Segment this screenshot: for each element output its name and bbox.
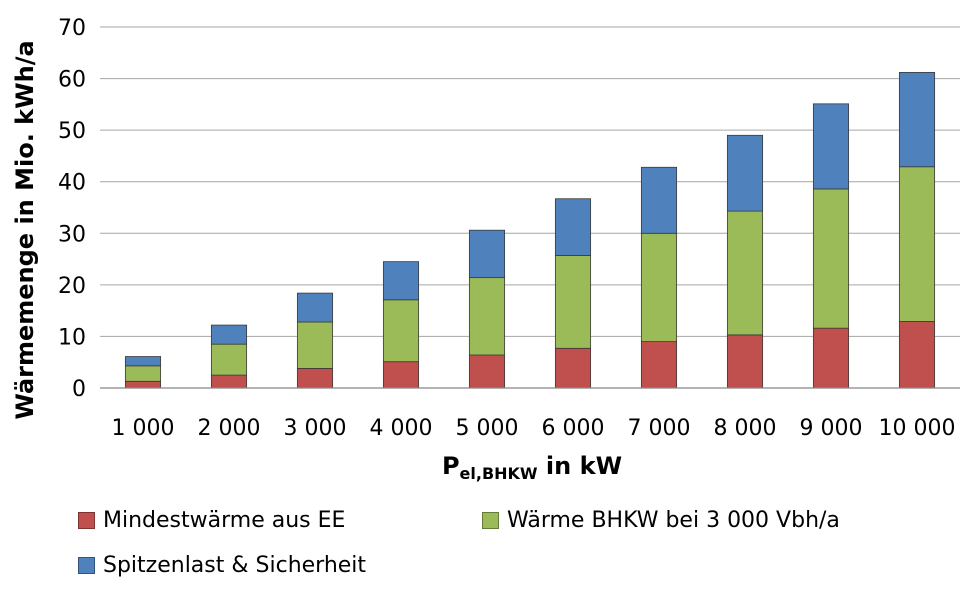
bar-segment-spitzenlast: [296, 292, 334, 323]
legend-swatch-red: [78, 512, 95, 529]
x-tick-label: 9 000: [800, 416, 863, 441]
bar-segment-spitzenlast: [382, 261, 420, 301]
x-axis-label: Pel,BHKW in kW: [442, 452, 622, 483]
bar-segment-spitzenlast: [554, 198, 592, 256]
bar-segment-waerme-bhkw: [898, 166, 936, 322]
bar-segment-waerme-bhkw: [812, 188, 850, 329]
x-tick-label: 2 000: [198, 416, 261, 441]
bar-segment-mindestwaerme: [468, 354, 506, 389]
legend-item-waerme-bhkw: Wärme BHKW bei 3 000 Vbh/a: [482, 508, 840, 533]
legend-label: Spitzenlast & Sicherheit: [103, 553, 367, 578]
y-tick-label: 0: [72, 377, 86, 402]
legend-swatch-green: [482, 512, 499, 529]
stacked-bar-chart: 0 10 20 30 40 50 60 70 1 000 2 000 3 000 4 000 5 00…: [11, 16, 960, 483]
y-axis-label: Wärmemenge in Mio. kWh/a: [11, 40, 39, 419]
legend-label: Mindestwärme aus EE: [103, 508, 346, 533]
bar-segment-mindestwaerme: [812, 327, 850, 389]
y-tick-label: 40: [58, 171, 86, 196]
bar-segment-mindestwaerme: [554, 347, 592, 389]
bar-segment-mindestwaerme: [124, 380, 162, 389]
x-tick-label: 3 000: [284, 416, 347, 441]
bars: [124, 71, 936, 389]
x-tick-label: 4 000: [370, 416, 433, 441]
y-tick-label: 60: [58, 68, 86, 93]
x-axis-label-main: P: [442, 452, 460, 480]
bar-segment-spitzenlast: [468, 229, 506, 279]
x-tick-label: 6 000: [542, 416, 605, 441]
bar-segment-spitzenlast: [640, 166, 678, 234]
x-axis-label-subscript: el,BHKW: [460, 464, 538, 483]
bar-segment-mindestwaerme: [382, 361, 420, 389]
bar-segment-spitzenlast: [898, 71, 936, 168]
bar-segment-spitzenlast: [210, 324, 248, 345]
bar-segment-mindestwaerme: [726, 334, 764, 389]
bar-segment-waerme-bhkw: [382, 299, 420, 363]
y-tick-label: 50: [58, 119, 86, 144]
x-tick-label: 10 000: [879, 416, 956, 441]
bar-segment-mindestwaerme: [210, 374, 248, 389]
y-tick-label: 70: [58, 16, 86, 41]
bar-segment-waerme-bhkw: [554, 255, 592, 349]
bar-segment-mindestwaerme: [898, 321, 936, 389]
y-tick-label: 10: [58, 325, 86, 350]
bar-segment-waerme-bhkw: [726, 210, 764, 336]
legend-item-spitzenlast: Spitzenlast & Sicherheit: [78, 553, 366, 578]
x-tick-label: 7 000: [628, 416, 691, 441]
x-tick-label: 8 000: [714, 416, 777, 441]
bar-segment-spitzenlast: [726, 134, 764, 212]
bar-segment-waerme-bhkw: [640, 232, 678, 342]
bar-segment-waerme-bhkw: [124, 365, 162, 382]
bar-segment-mindestwaerme: [296, 368, 334, 389]
gridlines: [100, 26, 960, 337]
bar-segment-waerme-bhkw: [210, 343, 248, 376]
x-axis-label-suffix: in kW: [538, 452, 622, 480]
x-tick-label: 1 000: [112, 416, 175, 441]
x-tick-label: 5 000: [456, 416, 519, 441]
legend-label: Wärme BHKW bei 3 000 Vbh/a: [507, 508, 840, 533]
bar-segment-waerme-bhkw: [468, 277, 506, 356]
x-tick-labels: 1 000 2 000 3 000 4 000 5 000 6 000 7 000 8 000…: [112, 416, 956, 441]
legend-swatch-blue: [78, 557, 95, 574]
y-tick-labels: 0 10 20 30 40 50 60 70: [58, 16, 86, 402]
legend-item-mindestwaerme: Mindestwärme aus EE: [78, 508, 345, 533]
bar-segment-waerme-bhkw: [296, 321, 334, 369]
y-tick-label: 20: [58, 274, 86, 299]
y-tick-label: 30: [58, 222, 86, 247]
bar-segment-mindestwaerme: [640, 341, 678, 389]
bar-segment-spitzenlast: [124, 356, 162, 367]
bar-segment-spitzenlast: [812, 103, 850, 190]
